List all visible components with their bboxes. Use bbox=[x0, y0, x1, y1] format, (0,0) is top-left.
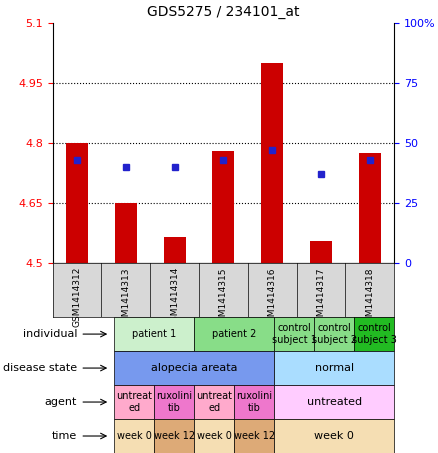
Bar bbox=[314, 317, 354, 351]
Text: week 0: week 0 bbox=[117, 431, 152, 441]
Text: agent: agent bbox=[45, 397, 77, 407]
Text: control
subject 1: control subject 1 bbox=[272, 323, 317, 345]
Text: GSM1414316: GSM1414316 bbox=[268, 267, 277, 328]
Bar bbox=[194, 317, 274, 351]
Bar bbox=[274, 317, 314, 351]
Bar bbox=[115, 202, 137, 263]
Text: alopecia areata: alopecia areata bbox=[151, 363, 237, 373]
Bar bbox=[234, 419, 274, 453]
Bar bbox=[194, 419, 234, 453]
Bar bbox=[274, 385, 394, 419]
Text: time: time bbox=[52, 431, 77, 441]
Text: control
subject 2: control subject 2 bbox=[312, 323, 357, 345]
Text: week 12: week 12 bbox=[154, 431, 195, 441]
Text: GSM1414312: GSM1414312 bbox=[72, 267, 81, 328]
Text: GSM1414315: GSM1414315 bbox=[219, 267, 228, 328]
Bar bbox=[114, 419, 154, 453]
Bar bbox=[359, 153, 381, 263]
Text: GSM1414317: GSM1414317 bbox=[317, 267, 325, 328]
Title: GDS5275 / 234101_at: GDS5275 / 234101_at bbox=[147, 5, 300, 19]
Text: patient 2: patient 2 bbox=[212, 329, 256, 339]
Text: ruxolini
tib: ruxolini tib bbox=[156, 391, 192, 413]
Text: week 0: week 0 bbox=[314, 431, 354, 441]
Text: week 12: week 12 bbox=[233, 431, 275, 441]
Bar bbox=[274, 351, 394, 385]
Bar bbox=[66, 143, 88, 263]
Text: GSM1414318: GSM1414318 bbox=[365, 267, 374, 328]
Text: untreat
ed: untreat ed bbox=[196, 391, 232, 413]
Text: untreat
ed: untreat ed bbox=[116, 391, 152, 413]
Bar bbox=[114, 385, 154, 419]
Bar bbox=[114, 351, 274, 385]
Bar bbox=[310, 241, 332, 263]
Text: untreated: untreated bbox=[307, 397, 362, 407]
Bar bbox=[261, 63, 283, 263]
Text: week 0: week 0 bbox=[197, 431, 232, 441]
Bar bbox=[212, 151, 234, 263]
Bar bbox=[154, 419, 194, 453]
Text: disease state: disease state bbox=[3, 363, 77, 373]
Text: individual: individual bbox=[23, 329, 77, 339]
Bar bbox=[163, 237, 186, 263]
Bar bbox=[274, 419, 394, 453]
Bar bbox=[114, 317, 194, 351]
Text: normal: normal bbox=[314, 363, 354, 373]
Bar bbox=[354, 317, 394, 351]
Text: GSM1414313: GSM1414313 bbox=[121, 267, 130, 328]
Text: patient 1: patient 1 bbox=[132, 329, 177, 339]
Bar bbox=[154, 385, 194, 419]
Bar bbox=[234, 385, 274, 419]
Text: control
subject 3: control subject 3 bbox=[352, 323, 397, 345]
Text: GSM1414314: GSM1414314 bbox=[170, 267, 179, 328]
Bar bbox=[194, 385, 234, 419]
Text: ruxolini
tib: ruxolini tib bbox=[236, 391, 272, 413]
